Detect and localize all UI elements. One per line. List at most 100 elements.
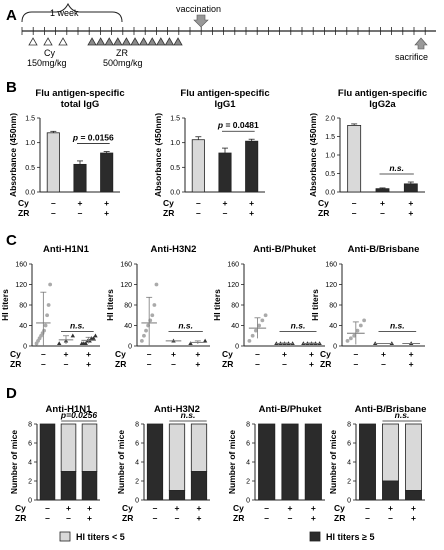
bar [191,139,205,193]
panel-label-b: B [6,79,17,96]
bar-dark-segment [258,423,276,501]
cy-dose-triangle [43,37,53,46]
zr-dose-triangle [87,37,97,46]
data-point [43,323,48,328]
y-tick-label: 1.0 [325,153,335,160]
bar-light-segment [405,423,422,491]
row-value-zr: + [195,359,200,369]
data-point [150,313,155,318]
y-tick-label: 1.5 [170,116,180,123]
y-tick-label: 40 [329,323,337,330]
y-axis-label: Number of mice [9,430,19,495]
row-value-zr: – [175,513,180,523]
chart-title: total IgG [61,99,100,110]
data-point [260,318,265,323]
bar [100,152,114,193]
y-tick-label: 0 [135,498,139,505]
chart-10: Anti-B/Brisbane 0 2 4 6 8 Number of mice n.s. Cy… [328,404,426,523]
annotation-label: n.s. [70,321,85,331]
y-tick-label: 160 [325,262,337,269]
row-value-zr: + [86,359,91,369]
zr-dose-triangle [130,37,140,46]
bar [403,183,418,193]
cy-dose: 150mg/kg [27,58,67,68]
row-label-zr: ZR [18,208,29,218]
annotation-label: n.s. [390,321,405,331]
y-tick-label: 0.0 [25,190,35,197]
zr-dose-triangle [95,37,106,46]
row-value-cy: – [196,198,201,208]
row-value-cy: + [104,198,109,208]
bar [347,125,362,193]
data-point [247,338,252,343]
row-value-cy: + [309,349,314,359]
row-label-zr: ZR [15,513,26,523]
legend-light-label: HI titers < 5 [76,532,125,542]
row-label-zr: ZR [320,359,331,369]
y-axis-label: Number of mice [116,430,126,495]
sacrifice-arrow-icon [414,37,428,50]
bar [375,188,390,193]
annotation-label: p = 0.0481 [217,120,259,130]
y-axis-label: HI titers [0,289,10,321]
y-tick-label: 1.0 [170,140,180,147]
row-value-cy: + [380,198,385,208]
y-tick-label: 80 [19,303,27,310]
y-tick-label: 2 [347,479,351,486]
y-tick-label: 0 [128,344,132,351]
data-point [257,323,262,328]
row-value-zr: – [353,359,358,369]
row-value-cy: – [353,349,358,359]
row-label-zr: ZR [115,359,126,369]
y-axis-label: HI titers [310,289,320,321]
row-value-zr: – [365,513,370,523]
row-label-cy: Cy [320,349,331,359]
y-axis-label: Absorbance (450nm) [308,113,318,197]
bar-dark-segment [359,423,376,501]
row-value-zr: – [171,359,176,369]
cy-label: Cy [44,48,55,58]
row-value-zr: – [147,359,152,369]
row-label-zr: ZR [222,359,233,369]
data-point [263,313,268,318]
y-tick-label: 0 [333,344,337,351]
row-value-zr: – [51,208,56,218]
zr-dose-triangle [121,37,132,46]
chart-title: Anti-H3N2 [151,244,197,255]
zr-dose-triangle [104,37,114,46]
timeline: 1 week vaccination Cy 150mg/kg ZR 500mg/… [21,2,436,68]
data-point [358,323,363,328]
row-label-cy: Cy [318,198,329,208]
annotation-label: n.s. [291,321,306,331]
y-tick-label: 1.5 [325,134,335,141]
y-tick-label: 0 [23,344,27,351]
row-value-cy: + [288,503,293,513]
row-label-zr: ZR [122,513,133,523]
row-value-cy: + [409,349,414,359]
zr-label: ZR [116,48,128,58]
bar-dark-segment [60,471,77,501]
row-value-cy: + [66,503,71,513]
y-tick-label: 4 [347,460,351,467]
row-label-cy: Cy [18,198,29,208]
y-tick-label: 0 [235,344,239,351]
row-value-cy: + [388,503,393,513]
row-value-zr: + [249,208,254,218]
chart-title: Anti-H1N1 [46,404,93,415]
bar-light-segment [168,423,186,491]
zr-dose-triangle [173,37,183,46]
bar-dark-segment [405,490,422,501]
y-tick-label: 0.0 [170,190,180,197]
y-tick-label: 4 [28,460,32,467]
row-value-zr: + [411,513,416,523]
row-value-zr: – [264,513,269,523]
row-label-cy: Cy [222,349,233,359]
row-value-cy: + [408,198,413,208]
row-value-cy: – [41,349,46,359]
chart-title: Flu antigen-specific [180,88,269,99]
y-tick-label: 2 [246,479,250,486]
y-tick-label: 2 [28,479,32,486]
